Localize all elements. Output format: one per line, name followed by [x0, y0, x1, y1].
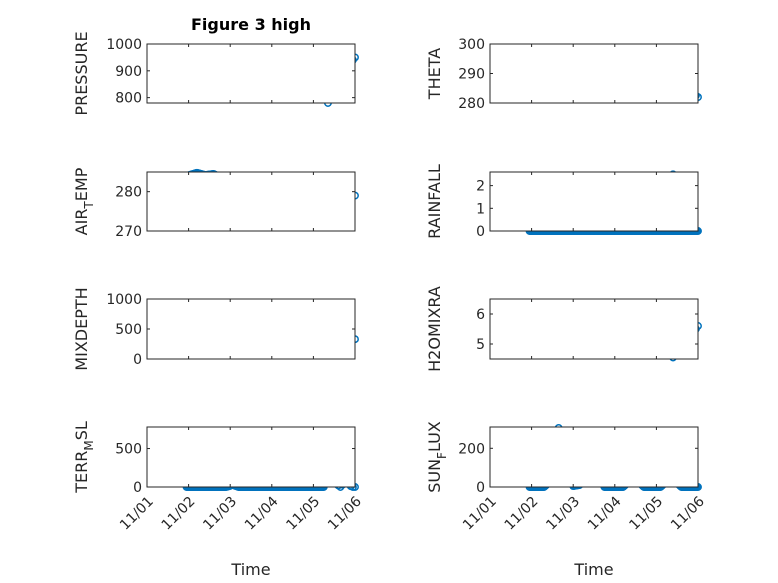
- axes-frame: [489, 298, 699, 360]
- subplot-theta: 280 290 300 THETA: [425, 37, 702, 112]
- axes-frame: [489, 171, 699, 232]
- axes-frame: [146, 171, 356, 232]
- subplot-h2omixra: 5 6 H2OMIXRA: [425, 286, 702, 372]
- y-tick-label: 280: [115, 185, 142, 201]
- y-axis-label: THETA: [425, 48, 444, 100]
- y-axis-label: MIXDEPTH: [72, 287, 91, 370]
- y-axis-label: SUNFLUX: [425, 421, 449, 493]
- y-tick-label: 1000: [106, 292, 142, 308]
- x-axis-label-right: Time: [573, 560, 613, 579]
- subplot-air-temp: 270 280 AIRTEMP: [72, 167, 359, 240]
- y-tick-label: 900: [115, 64, 142, 80]
- y-axis-label: TERRMSL: [72, 421, 96, 494]
- y-axis-label: PRESSURE: [72, 31, 91, 115]
- y-tick-label: 290: [458, 67, 485, 83]
- y-tick-label: 1: [476, 201, 485, 217]
- y-tick-label: 200: [458, 441, 485, 457]
- axes-frame: [146, 426, 356, 488]
- y-tick-label: 0: [133, 352, 142, 368]
- axes-frame: [489, 426, 699, 488]
- y-tick-label: 270: [115, 224, 142, 240]
- axes-frame: [489, 43, 699, 104]
- y-tick-label: 1000: [106, 37, 142, 53]
- y-axis-label: AIRTEMP: [72, 167, 96, 235]
- y-tick-label: 2: [476, 179, 485, 195]
- y-tick-label: 0: [476, 224, 485, 240]
- axes-frame: [146, 298, 356, 360]
- y-tick-label: 800: [115, 91, 142, 107]
- y-tick-label: 0: [133, 480, 142, 496]
- y-axis-label: H2OMIXRA: [425, 286, 444, 372]
- subplot-rainfall: 0 1 2 RAINFALL: [425, 164, 702, 240]
- y-tick-label: 6: [476, 307, 485, 323]
- y-tick-label: 5: [476, 337, 485, 353]
- y-tick-label: 0: [476, 480, 485, 496]
- y-tick-label: 280: [458, 96, 485, 112]
- x-axis-label-left: Time: [230, 560, 270, 579]
- subplot-pressure: 800 900 1000 PRESSURE: [72, 31, 359, 116]
- axes-frame: [146, 43, 356, 104]
- y-tick-label: 500: [115, 442, 142, 458]
- y-tick-label: 300: [458, 37, 485, 53]
- y-axis-label: RAINFALL: [425, 164, 444, 239]
- y-tick-label: 500: [115, 322, 142, 338]
- figure-title: Figure 3 high: [191, 15, 311, 34]
- subplot-mixdepth: 0 500 1000 MIXDEPTH: [72, 287, 359, 371]
